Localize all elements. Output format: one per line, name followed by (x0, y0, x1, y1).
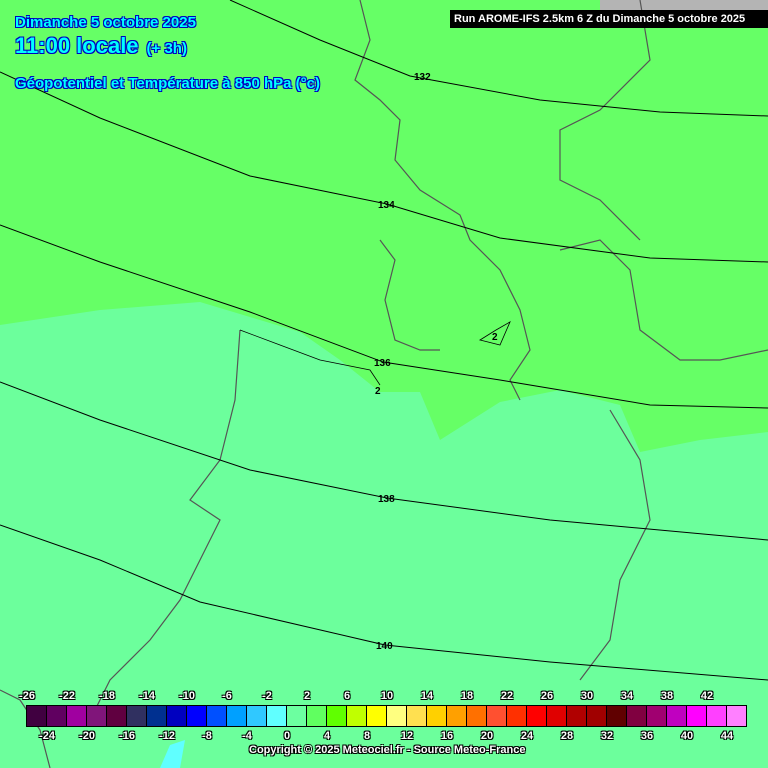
legend-swatch (347, 706, 367, 726)
contour-labels: 132 134 136 138 140 2 2 (374, 72, 498, 652)
legend-label-bottom: -24 (39, 730, 55, 742)
legend-label-top: 18 (460, 690, 474, 702)
legend-label-top: 6 (343, 690, 351, 702)
legend-label-bottom: 32 (600, 730, 614, 742)
legend-swatch (307, 706, 327, 726)
legend-swatch (207, 706, 227, 726)
legend-label-bottom: -16 (119, 730, 135, 742)
outside-domain (600, 0, 768, 10)
legend-swatch (167, 706, 187, 726)
legend-label-top: -26 (19, 690, 35, 702)
legend-label-bottom: -12 (159, 730, 175, 742)
legend-swatch (667, 706, 687, 726)
legend-swatch (567, 706, 587, 726)
contour-label-134: 134 (378, 200, 395, 211)
legend-label-bottom: 20 (480, 730, 494, 742)
forecast-date: Dimanche 5 octobre 2025 (15, 14, 196, 31)
legend-swatch (67, 706, 87, 726)
legend-swatch (367, 706, 387, 726)
legend-label-top: 34 (620, 690, 634, 702)
legend-swatch (547, 706, 567, 726)
legend-swatch (247, 706, 267, 726)
legend-swatch (27, 706, 47, 726)
legend-label-bottom: 4 (323, 730, 331, 742)
legend-label-bottom: 8 (363, 730, 371, 742)
legend-swatch (427, 706, 447, 726)
lake (160, 740, 185, 768)
legend-label-bottom: 24 (520, 730, 534, 742)
legend-swatch (467, 706, 487, 726)
legend-swatch (507, 706, 527, 726)
warm-region (0, 0, 768, 452)
legend-label-top: -10 (179, 690, 195, 702)
legend-swatch (687, 706, 707, 726)
legend-swatch (587, 706, 607, 726)
legend-swatch (107, 706, 127, 726)
legend-label-bottom: -4 (242, 730, 252, 742)
legend-label-bottom: 16 (440, 730, 454, 742)
contour-label-132: 132 (414, 72, 431, 83)
color-legend (26, 705, 747, 727)
legend-label-top: -6 (222, 690, 232, 702)
legend-label-top: 26 (540, 690, 554, 702)
legend-label-top: -22 (59, 690, 75, 702)
legend-swatch (327, 706, 347, 726)
legend-swatch (647, 706, 667, 726)
legend-label-top: -18 (99, 690, 115, 702)
forecast-offset: (+ 3h) (146, 40, 187, 57)
legend-label-top: 10 (380, 690, 394, 702)
legend-label-top: 42 (700, 690, 714, 702)
legend-swatch (267, 706, 287, 726)
run-banner: Run AROME-IFS 2.5km 6 Z du Dimanche 5 oc… (450, 10, 768, 28)
legend-swatch (727, 706, 746, 726)
legend-label-bottom: -20 (79, 730, 95, 742)
legend-swatch (87, 706, 107, 726)
legend-swatch (227, 706, 247, 726)
legend-swatch (287, 706, 307, 726)
forecast-time: 11:00 locale (+ 3h) (15, 33, 187, 59)
legend-label-bottom: 0 (283, 730, 291, 742)
legend-label-top: 30 (580, 690, 594, 702)
legend-swatch (627, 706, 647, 726)
legend-label-top: 2 (303, 690, 311, 702)
legend-swatch (487, 706, 507, 726)
legend-label-top: -14 (139, 690, 155, 702)
contour-label-138: 138 (378, 494, 395, 505)
legend-label-top: -2 (262, 690, 272, 702)
legend-swatch (527, 706, 547, 726)
isotherm-label: 2 (492, 332, 498, 343)
legend-swatch (127, 706, 147, 726)
legend-label-bottom: 12 (400, 730, 414, 742)
copyright: Copyright © 2025 Meteociel.fr - Source M… (249, 744, 526, 756)
legend-swatch (407, 706, 427, 726)
legend-label-bottom: 36 (640, 730, 654, 742)
legend-swatch (47, 706, 67, 726)
legend-swatch (187, 706, 207, 726)
legend-label-bottom: 44 (720, 730, 734, 742)
legend-label-bottom: 40 (680, 730, 694, 742)
geopotential-contours (0, 0, 768, 681)
contour-label-136: 136 (374, 358, 391, 369)
legend-label-top: 14 (420, 690, 434, 702)
legend-swatch (607, 706, 627, 726)
legend-label-bottom: 28 (560, 730, 574, 742)
legend-label-top: 22 (500, 690, 514, 702)
local-time: 11:00 locale (15, 33, 139, 58)
parameter-title: Géopotentiel et Température à 850 hPa (°… (15, 75, 320, 92)
isotherm-label: 2 (375, 386, 381, 397)
legend-label-bottom: -8 (202, 730, 212, 742)
legend-swatch (447, 706, 467, 726)
legend-swatch (387, 706, 407, 726)
legend-swatch (147, 706, 167, 726)
contour-label-140: 140 (376, 641, 393, 652)
legend-label-top: 38 (660, 690, 674, 702)
legend-swatch (707, 706, 727, 726)
